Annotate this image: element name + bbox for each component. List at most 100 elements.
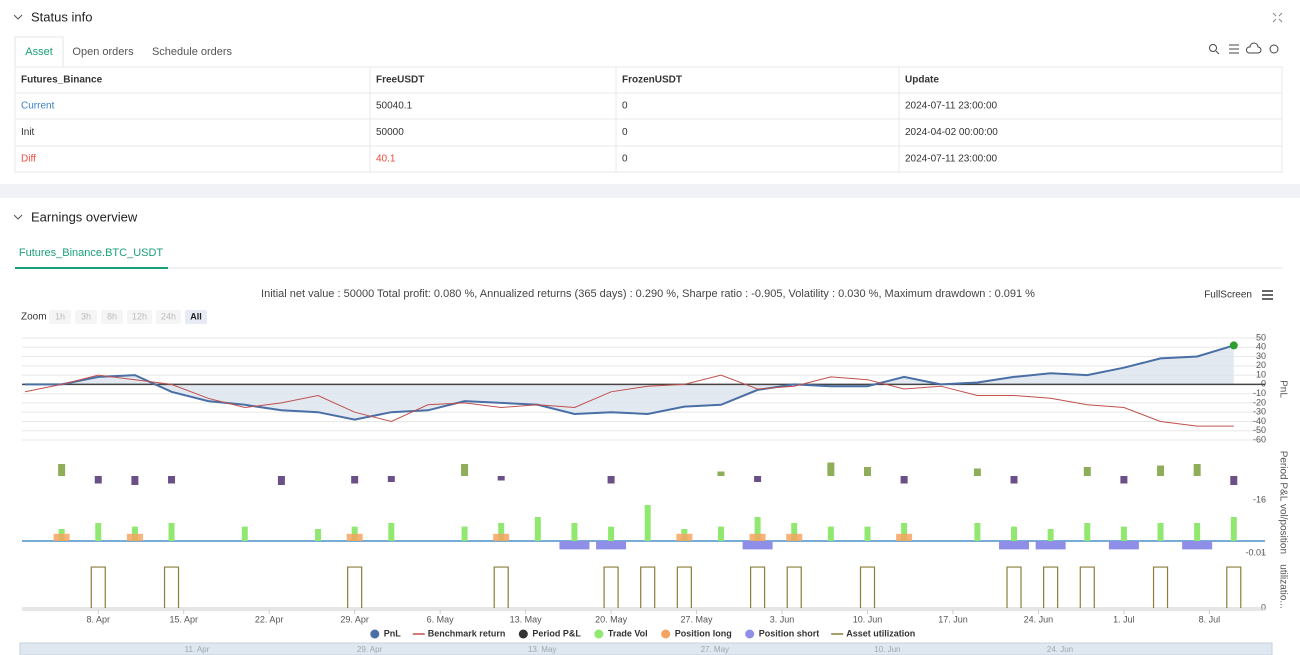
cloud-icon[interactable] — [1245, 42, 1262, 54]
bar — [754, 476, 762, 482]
bar — [1157, 523, 1164, 541]
bar — [901, 523, 908, 541]
section-title: Earnings overview — [31, 209, 138, 224]
collapse-icon[interactable] — [13, 14, 23, 20]
tab[interactable]: Schedule orders — [152, 46, 233, 58]
y-axis-label: vol/position — [1277, 504, 1288, 554]
zoom-button-label[interactable]: 1h — [55, 311, 65, 321]
zoom-button-label[interactable]: 24h — [161, 311, 176, 321]
utilization-step — [640, 566, 656, 608]
bar — [1182, 541, 1213, 550]
y-tick-label: 0 — [1261, 602, 1266, 612]
bar — [168, 476, 176, 484]
navigator[interactable] — [19, 642, 1273, 655]
tab[interactable]: Futures_Binance.BTC_USDT — [19, 247, 164, 259]
bar — [644, 505, 651, 541]
table-cell-text: Diff — [21, 154, 36, 165]
zoom-button-label[interactable]: 12h — [132, 311, 147, 321]
x-tick-label: 20. May — [595, 614, 628, 624]
table-cell — [14, 92, 371, 120]
tab[interactable]: Asset — [25, 46, 53, 58]
series-line — [24, 374, 1234, 427]
table-cell-text: 2024-04-02 00:00:00 — [905, 127, 998, 138]
bar — [676, 533, 693, 541]
bar — [717, 471, 725, 476]
x-tick-label: 1. Jul — [1113, 614, 1135, 624]
bar — [717, 526, 724, 541]
bar — [346, 533, 363, 541]
list-icon[interactable] — [1229, 44, 1239, 54]
toolbar — [1209, 42, 1279, 55]
x-tick-label: 17. Jun — [938, 614, 968, 624]
section-title: Status info — [31, 9, 92, 24]
navigator-labels: 11. Apr 29. Apr 13. May 27. May 10. Jun 24. J… — [185, 645, 1074, 654]
x-tick-label: 15. Apr — [169, 614, 198, 624]
collapse-icon[interactable] — [13, 214, 23, 220]
legend-label[interactable]: Position long — [675, 628, 732, 638]
fullscreen-button[interactable]: FullScreen — [1204, 290, 1252, 301]
bar — [493, 533, 510, 541]
bar — [1230, 517, 1237, 541]
bar — [749, 533, 766, 541]
table-header: FreeUSDT — [376, 75, 424, 86]
asset-table: Futures_Binance FreeUSDT FrozenUSDT Update C… — [14, 66, 1283, 173]
menu-icon[interactable] — [1262, 290, 1273, 300]
zoom-button[interactable] — [185, 310, 208, 324]
bar — [999, 541, 1030, 550]
legend-label[interactable]: Asset utilization — [846, 628, 915, 638]
utilization-step — [1079, 566, 1095, 608]
utilization-step — [676, 566, 692, 608]
table-cell-text: 50000 — [376, 127, 404, 138]
tab-active[interactable] — [14, 36, 64, 68]
bar — [1084, 523, 1091, 541]
x-tick-label: 24. Jun — [1024, 614, 1054, 624]
bar — [827, 462, 835, 476]
navigator-label: 13. May — [528, 645, 556, 654]
settings-icon[interactable] — [1269, 44, 1279, 54]
legend-symbol — [661, 629, 671, 639]
table-cell — [615, 145, 900, 173]
zoom-button-label[interactable]: 3h — [81, 311, 91, 321]
legend-label[interactable]: Position short — [759, 628, 820, 638]
bar — [863, 467, 871, 476]
table-cell-text: Current — [21, 101, 55, 112]
search-icon[interactable] — [1209, 44, 1217, 52]
legend-label[interactable]: PnL — [384, 628, 402, 638]
bar — [607, 476, 615, 484]
zoom-button[interactable] — [49, 310, 71, 324]
bar — [126, 533, 143, 541]
y-axis-label: utilizatio... — [1277, 564, 1288, 608]
bar — [387, 476, 395, 482]
bar — [58, 464, 66, 476]
bar — [94, 476, 102, 484]
utilization-step — [163, 566, 180, 608]
zoom-button[interactable] — [127, 310, 153, 324]
zoom-button[interactable] — [101, 310, 123, 324]
tab[interactable]: Open orders — [72, 46, 134, 58]
navigator-label: 10. Jun — [874, 645, 900, 654]
bar — [1108, 541, 1139, 550]
legend-label[interactable]: Benchmark return — [428, 628, 506, 638]
table-cell — [14, 66, 371, 94]
bar — [241, 526, 248, 541]
zoom-button[interactable] — [156, 310, 182, 324]
bar — [1120, 476, 1128, 484]
bar — [973, 468, 981, 476]
zoom-button-label[interactable]: All — [190, 311, 202, 321]
utilization-step — [1152, 566, 1169, 608]
bar — [497, 476, 505, 481]
bar — [498, 523, 505, 541]
bar — [827, 526, 834, 541]
expand-icon[interactable] — [1272, 12, 1283, 23]
zoom-button[interactable] — [75, 310, 97, 324]
legend-label[interactable]: Trade Vol — [608, 628, 648, 638]
utilization-step — [603, 566, 619, 608]
legend-label[interactable]: Period P&L — [532, 628, 581, 638]
zoom-button-label[interactable]: 8h — [107, 311, 117, 321]
utilization-step — [786, 566, 802, 608]
navigator-label: 29. Apr — [357, 645, 383, 654]
bar — [791, 523, 798, 541]
bar — [1010, 476, 1018, 484]
bar — [900, 476, 908, 484]
